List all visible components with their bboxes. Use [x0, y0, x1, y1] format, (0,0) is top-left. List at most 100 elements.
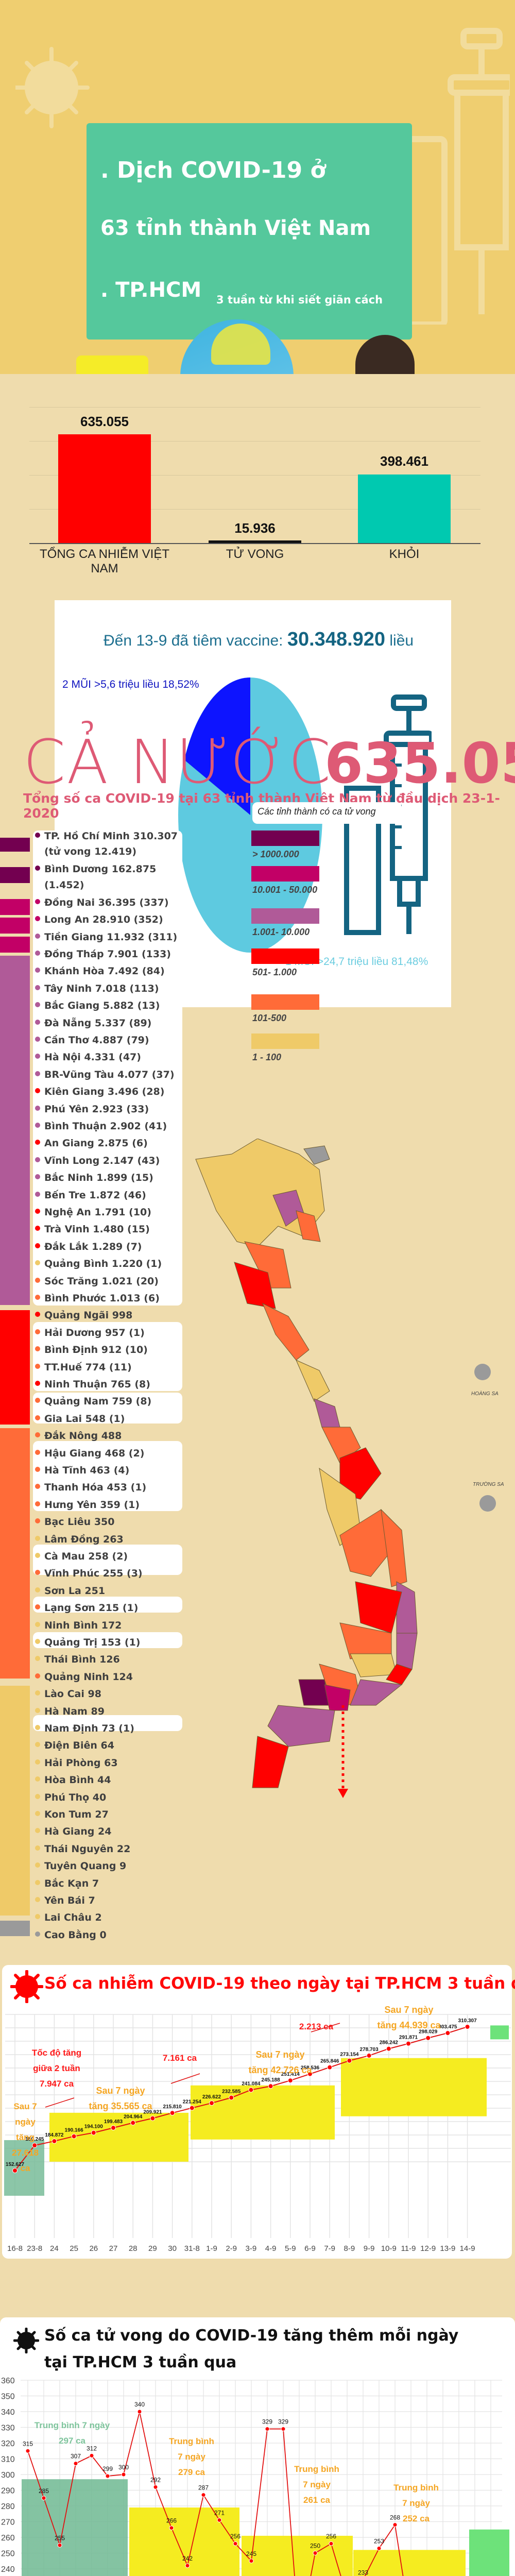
province-item: Lào Cai 98 [44, 1688, 101, 1700]
province-dot [35, 1879, 40, 1885]
province-color-bar [0, 1686, 30, 1916]
province-dot [35, 1621, 40, 1627]
province-item: Hòa Bình 44 [44, 1774, 111, 1786]
svg-text:232.585: 232.585 [222, 2089, 241, 2095]
svg-text:209.921: 209.921 [143, 2110, 162, 2115]
province-item: Thái Nguyên 22 [44, 1843, 131, 1855]
svg-text:315: 315 [23, 2440, 33, 2447]
province-item: Nam Định 73 (1) [44, 1723, 134, 1734]
province-dot [35, 1673, 40, 1679]
province-dot [35, 1467, 40, 1472]
legend-swatch [251, 1033, 319, 1049]
vaccine-title: Đến 13-9 đã tiêm vaccine: 30.348.920 liề… [104, 629, 414, 650]
province-dot [35, 1914, 40, 1920]
hero-title-line2: 63 tỉnh thành Việt Nam [100, 216, 371, 240]
svg-text:226.622: 226.622 [202, 2094, 221, 2100]
province-dot [35, 1793, 40, 1799]
svg-text:31-8: 31-8 [184, 2244, 200, 2253]
svg-text:27: 27 [109, 2244, 118, 2253]
virus-icon [15, 47, 90, 128]
svg-text:215.810: 215.810 [163, 2104, 182, 2110]
svg-text:tăng: tăng [16, 2132, 35, 2142]
province-dot [35, 951, 40, 956]
svg-text:Sau 7 ngày: Sau 7 ngày [255, 2049, 304, 2060]
svg-text:Tốc độ tăng: Tốc độ tăng [32, 2048, 81, 2058]
svg-text:330: 330 [1, 2424, 15, 2433]
province-color-bar [0, 1310, 30, 1425]
hero-title-box [87, 123, 412, 340]
province-dot [35, 1088, 40, 1094]
province-dot [35, 1157, 40, 1162]
province-item: Phú Yên 2.923 (33) [44, 1103, 149, 1115]
svg-text:6-9: 6-9 [304, 2244, 316, 2253]
province-item: Sóc Trăng 1.021 (20) [44, 1275, 159, 1287]
svg-text:Trung bình: Trung bình [294, 2464, 339, 2474]
svg-text:266: 266 [166, 2517, 177, 2524]
legend-swatch [251, 908, 319, 924]
province-item: Bình Thuận 2.902 (41) [44, 1121, 167, 1132]
province-item: Hà Nam 89 [44, 1705, 105, 1717]
province-dot [35, 1862, 40, 1868]
svg-text:303.475: 303.475 [438, 2024, 457, 2030]
svg-text:256: 256 [326, 2533, 336, 2540]
svg-text:258.536: 258.536 [301, 2065, 320, 2071]
province-item: Hưng Yên 359 (1) [44, 1499, 140, 1511]
svg-text:270: 270 [1, 2518, 15, 2527]
bar-recovered [358, 474, 451, 543]
legend-swatch [251, 831, 319, 846]
province-item: Quảng Bình 1.220 (1) [44, 1258, 162, 1270]
province-dot [35, 1346, 40, 1352]
province-dot [35, 1587, 40, 1592]
svg-text:360: 360 [1, 2377, 15, 2385]
svg-text:tăng 42.726 ca: tăng 42.726 ca [248, 2065, 312, 2075]
province-item: Thanh Hóa 453 (1) [44, 1482, 147, 1494]
province-dot [35, 1019, 40, 1025]
svg-text:242: 242 [182, 2555, 193, 2562]
province-dot [35, 1312, 40, 1317]
svg-text:199.483: 199.483 [104, 2119, 123, 2125]
svg-text:268: 268 [390, 2514, 400, 2521]
province-item: Quảng Ngãi 998 [44, 1310, 133, 1321]
svg-text:Trung bình 7 ngày: Trung bình 7 ngày [35, 2420, 110, 2430]
province-item: Yên Bái 7 [44, 1895, 95, 1906]
province-color-bar [0, 956, 30, 1305]
svg-text:25: 25 [70, 2244, 78, 2253]
province-item: Bình Phước 1.013 (6) [44, 1293, 160, 1304]
vietnam-map [195, 1139, 496, 1798]
province-dot [35, 1501, 40, 1506]
svg-text:2-9: 2-9 [226, 2244, 237, 2253]
svg-text:7.161 ca: 7.161 ca [163, 2053, 197, 2063]
death-highlight-box [33, 1715, 182, 1731]
legend-swatch [251, 866, 319, 882]
svg-text:10-9: 10-9 [381, 2244, 397, 2253]
legend-title: Các tỉnh thành có ca tử vong [252, 802, 402, 824]
svg-text:252 ca: 252 ca [403, 2514, 430, 2523]
deaths-line-chart: 1801902002102202302402502602702802903003… [1, 2377, 509, 2576]
svg-text:329: 329 [262, 2418, 272, 2426]
province-item: Đắk Lắk 1.289 (7) [44, 1241, 142, 1252]
province-item: TT.Huế 774 (11) [44, 1361, 132, 1373]
svg-text:278.703: 278.703 [360, 2047, 379, 2053]
country-title: CẢ NƯỚC [23, 726, 332, 798]
province-dot [35, 1725, 40, 1730]
svg-text:261 ca: 261 ca [303, 2495, 331, 2505]
province-dot [35, 1639, 40, 1644]
svg-text:Sau 7: Sau 7 [13, 2102, 37, 2111]
province-item: Ninh Bình 172 [44, 1619, 122, 1631]
province-item: Kiên Giang 3.496 (28) [44, 1086, 165, 1098]
province-item: Gia Lai 548 (1) [44, 1413, 125, 1425]
cat-deaths: TỬ VONG [226, 547, 284, 561]
province-dot [35, 1277, 40, 1283]
svg-text:310: 310 [1, 2455, 15, 2464]
svg-text:280: 280 [1, 2502, 15, 2511]
province-item: Tây Ninh 7.018 (113) [44, 982, 159, 994]
svg-text:giữa 2 tuần: giữa 2 tuần [33, 2063, 80, 2073]
province-dot [35, 1604, 40, 1610]
svg-text:233: 233 [358, 2569, 368, 2576]
province-item: Hải Dương 957 (1) [44, 1327, 145, 1338]
province-item: Cần Thơ 4.887 (79) [44, 1035, 149, 1046]
death-highlight-box [33, 1597, 182, 1613]
province-dot [35, 1054, 40, 1059]
province-item: Vĩnh Phúc 255 (3) [44, 1568, 143, 1580]
legend-label: 101-500 [252, 1013, 287, 1023]
